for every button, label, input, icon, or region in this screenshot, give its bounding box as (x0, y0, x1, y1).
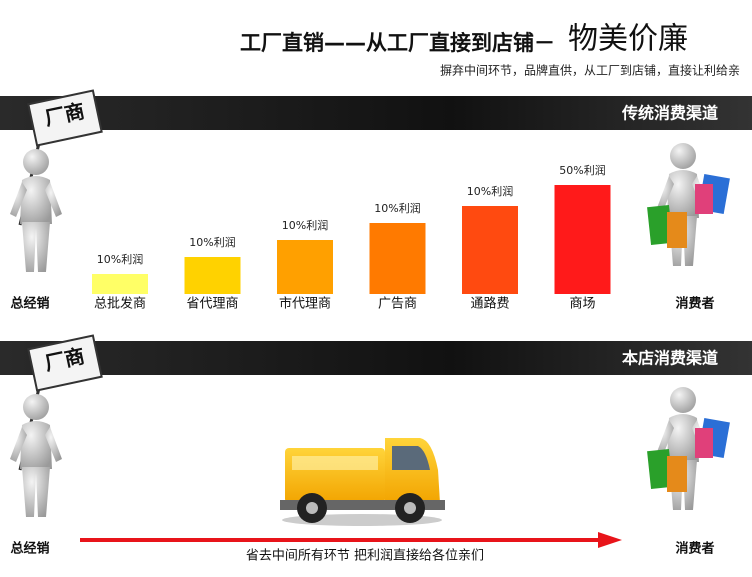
profit-label: 50%利润 (559, 163, 605, 177)
section-band (0, 341, 752, 375)
end-label: 消费者 (675, 541, 714, 557)
profit-label: 10%利润 (467, 184, 513, 198)
step-label: 通路费 (470, 296, 509, 312)
step-bar (554, 185, 611, 294)
direct-arrow (80, 532, 622, 548)
title-emphasis: 物美价廉 (568, 22, 688, 57)
step-label: 商场 (569, 297, 595, 312)
step-bar (369, 223, 426, 294)
title: 工厂直销——从工厂直接到店铺－ (240, 31, 555, 55)
consumer-figure (647, 143, 730, 266)
step-bar (462, 206, 518, 294)
end-label: 消费者 (675, 296, 714, 312)
consumer-figure (647, 387, 730, 510)
step-bar (92, 274, 148, 294)
section-heading: 传统消费渠道 (621, 104, 718, 123)
profit-label: 10%利润 (189, 235, 235, 249)
step-bar (277, 240, 333, 294)
step-label: 市代理商 (279, 296, 331, 312)
step-label: 总批发商 (94, 296, 146, 312)
subtitle: 摒弃中间环节，品牌直供，从工厂到店铺，直接让利给亲 (440, 63, 740, 78)
step-label: 广告商 (378, 297, 417, 312)
truck (280, 438, 445, 526)
start-label: 总经销 (10, 541, 49, 557)
distributor-figure: 厂商 (10, 334, 103, 517)
profit-label: 10%利润 (282, 218, 328, 232)
profit-label: 10%利润 (374, 201, 420, 215)
section-band (0, 96, 752, 130)
distributor-figure: 厂商 (10, 89, 103, 272)
note: 省去中间所有环节 把利润直接给各位亲们 (246, 548, 484, 564)
start-label: 总经销 (10, 296, 49, 312)
step-bar (184, 257, 241, 294)
section-heading: 本店消费渠道 (622, 349, 718, 368)
step-label: 省代理商 (186, 297, 238, 312)
profit-label: 10%利润 (97, 252, 143, 266)
